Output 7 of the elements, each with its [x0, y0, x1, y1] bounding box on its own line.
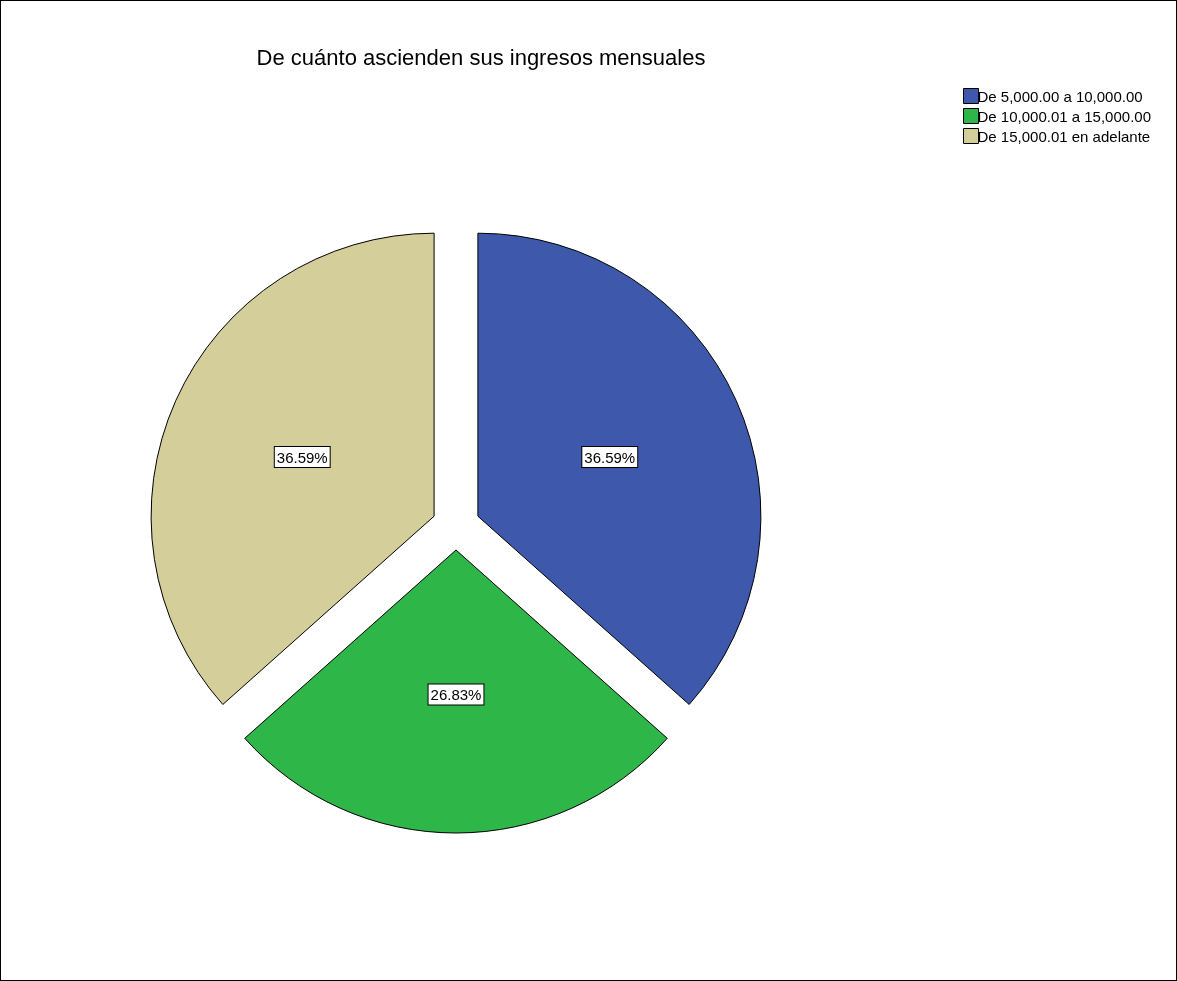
data-label: 36.59%: [276, 448, 328, 466]
chart-title: De cuánto ascienden sus ingresos mensuales: [256, 44, 706, 70]
legend-label: De 15,000.01 en adelante: [977, 127, 1151, 145]
legend-label: De 10,000.01 a 15,000.00: [977, 107, 1151, 125]
legend-label: De 5,000.00 a 10,000.00: [977, 87, 1143, 105]
data-label: 26.83%: [430, 686, 482, 703]
data-label: 36.59%: [584, 448, 636, 466]
